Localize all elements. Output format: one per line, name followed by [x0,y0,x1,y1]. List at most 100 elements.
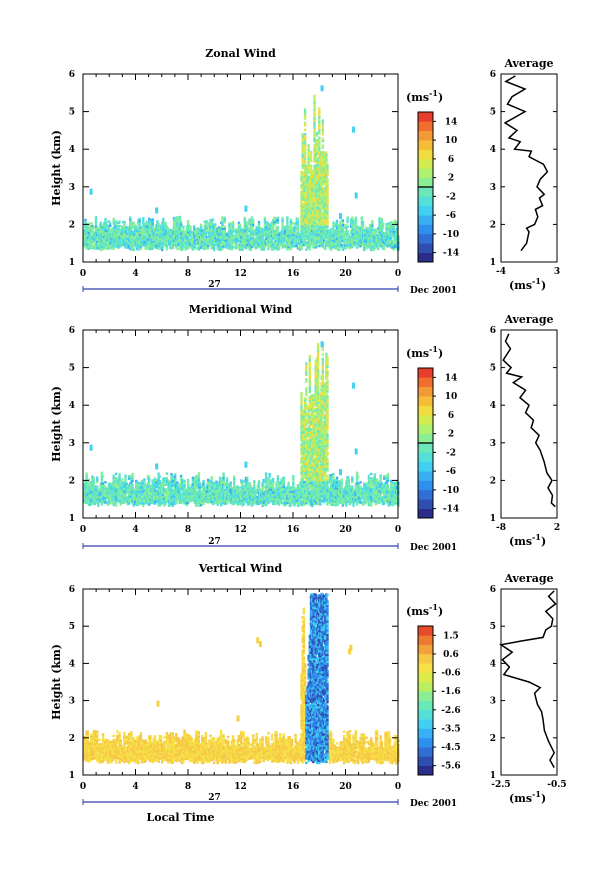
heatmap-cell [320,173,323,177]
heatmap-cell [191,476,195,480]
heatmap-cell [129,497,132,501]
heatmap-cell [222,481,225,484]
heatmap-cell [380,229,384,232]
heatmap-cell [122,225,125,228]
zonal-xtick-label: 20 [339,269,352,279]
heatmap-cell [261,488,264,492]
heatmap-cell [370,246,373,249]
heatmap-cell [157,488,160,491]
heatmap-cell [316,207,320,210]
heatmap-cell [186,499,190,502]
heatmap-cell [273,230,276,233]
heatmap-cell [144,245,147,248]
heatmap-cell [144,227,147,230]
heatmap-cell [318,141,321,144]
heatmap-cell [171,482,174,485]
heatmap-cell [293,504,296,507]
heatmap-cell [222,243,225,246]
heatmap-cell [366,232,369,235]
heatmap-cell [344,235,347,238]
heatmap-cell [196,227,199,230]
heatmap-cell [340,243,343,247]
heatmap-cell [393,219,397,222]
heatmap-cell [123,223,126,226]
heatmap-cell [287,245,290,249]
heatmap-cell [326,187,329,190]
heatmap-cell [329,230,333,233]
heatmap-cell [341,219,345,222]
heatmap-cell [183,482,186,485]
heatmap-cell [303,146,307,149]
heatmap-cell [392,246,395,249]
heatmap-cell [204,493,208,497]
heatmap-cell [286,218,289,222]
heatmap-cell [183,241,186,245]
heatmap-cell [307,234,310,237]
heatmap-cell [110,482,113,486]
heatmap-cell [308,223,311,226]
heatmap-cell [153,479,157,483]
heatmap-cell [251,239,255,242]
heatmap-cell [318,152,321,155]
heatmap-cell [359,233,362,237]
heatmap-cell [87,229,91,232]
heatmap-cell [309,160,313,163]
heatmap-cell [113,224,117,228]
heatmap-cell [224,239,228,242]
heatmap-cell [157,222,160,226]
heatmap-cell [375,236,379,239]
heatmap-cell [114,222,118,226]
heatmap-cell [151,481,154,484]
heatmap-cell [126,500,130,503]
heatmap-cell [110,498,113,501]
heatmap-cell [229,486,232,489]
heatmap-cell [346,218,349,222]
heatmap-cell [372,242,375,245]
heatmap-cell [140,232,144,236]
heatmap-cell [365,246,368,250]
heatmap-cell [100,239,104,242]
heatmap-cell [303,153,307,156]
heatmap-cell [208,482,211,485]
heatmap-cell [238,225,242,229]
heatmap-cell [186,490,190,493]
heatmap-cell [294,500,297,504]
heatmap-cell [112,222,115,225]
heatmap-cell [113,233,117,237]
heatmap-cell [300,200,303,203]
heatmap-cell [320,228,323,231]
heatmap-cell [223,488,226,492]
heatmap-cell [131,233,134,236]
heatmap-cell [339,222,342,225]
heatmap-cell [326,214,329,217]
heatmap-cell [277,243,281,246]
heatmap-cell [123,220,126,224]
heatmap-cell [235,488,238,491]
heatmap-cell [238,248,242,251]
heatmap-cell [303,115,307,118]
heatmap-cell [290,232,294,235]
heatmap-cell [277,483,281,486]
heatmap-cell [87,227,91,230]
heatmap-cell [236,230,239,234]
heatmap-cell [209,232,212,235]
heatmap-cell [131,472,134,476]
heatmap-cell [225,237,229,240]
heatmap-cell [316,232,320,235]
heatmap-cell [331,230,334,234]
heatmap-cell [209,239,212,242]
heatmap-speck [352,126,356,133]
heatmap-cell [267,243,270,246]
heatmap-cell [303,194,307,197]
heatmap-cell [307,196,310,199]
heatmap-cell [294,227,297,230]
heatmap-cell [385,236,388,240]
heatmap-cell [303,155,307,159]
heatmap-cell [296,222,300,225]
heatmap-cell [94,232,98,235]
heatmap-cell [311,216,314,219]
heatmap-cell [105,227,108,231]
heatmap-cell [303,214,307,217]
heatmap-cell [311,193,314,196]
profile-frame [500,73,558,263]
